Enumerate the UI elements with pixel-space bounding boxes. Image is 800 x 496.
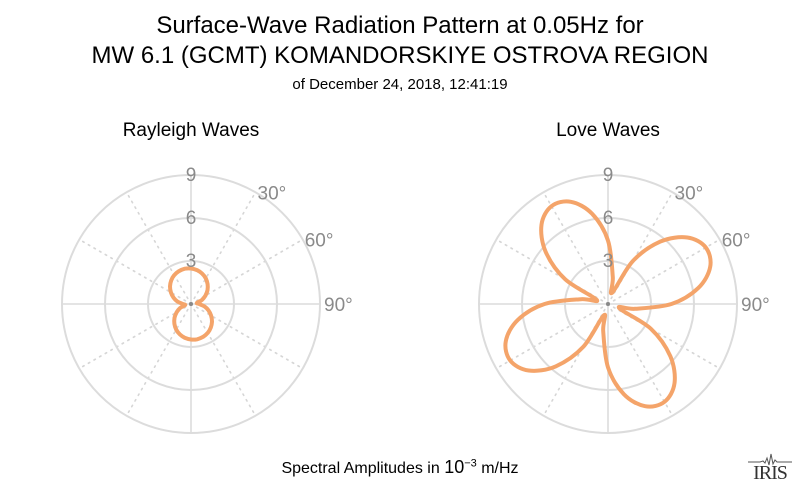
angular-gridline <box>125 191 192 305</box>
radial-tick-label: 9 <box>186 165 197 186</box>
radiation-pattern-line <box>503 199 713 409</box>
radial-gridline <box>147 260 235 348</box>
radiation-pattern-line <box>168 266 214 342</box>
angular-gridline <box>78 303 192 370</box>
angular-tick-label: 60° <box>722 231 751 252</box>
angular-gridline <box>607 238 721 305</box>
radial-gridline <box>61 174 321 434</box>
radial-tick-label: 3 <box>186 251 197 272</box>
origin-point <box>189 302 193 306</box>
radial-gridline <box>478 174 738 434</box>
angular-tick-label: 90° <box>324 295 353 316</box>
angular-gridline <box>190 303 304 370</box>
radial-tick-label: 6 <box>186 208 197 229</box>
footer-units-label: Spectral Amplitudes in 10−3 m/Hz <box>0 457 800 478</box>
angular-gridline <box>190 303 257 417</box>
seismogram-icon <box>748 453 792 466</box>
footer-base: 10 <box>444 457 465 477</box>
footer-exponent: −3 <box>464 457 477 470</box>
radial-gridline <box>564 260 652 348</box>
radial-tick-label: 9 <box>603 165 614 186</box>
footer-prefix: Spectral Amplitudes in <box>281 460 445 477</box>
angular-gridline <box>125 303 192 417</box>
angular-gridline <box>542 191 609 305</box>
radial-gridline <box>521 217 695 391</box>
radial-tick-label: 3 <box>603 251 614 272</box>
chart-title-line2: MW 6.1 (GCMT) KOMANDORSKIYE OSTROVA REGI… <box>91 42 709 69</box>
angular-tick-label: 90° <box>741 295 770 316</box>
radial-tick-label: 6 <box>603 208 614 229</box>
chart-subtitle: of December 24, 2018, 12:41:19 <box>292 76 508 93</box>
iris-logo: IRIS <box>748 452 792 486</box>
radial-gridline <box>104 217 278 391</box>
angular-tick-label: 60° <box>305 231 334 252</box>
angular-tick-label: 30° <box>675 183 704 204</box>
angular-gridline <box>190 191 257 305</box>
origin-point <box>606 302 610 306</box>
angular-gridline <box>190 238 304 305</box>
angular-gridline <box>78 238 192 305</box>
polar-chart-1: 3 6 9 30° 60° 90° <box>478 165 770 434</box>
polar-chart-0: 3 6 9 30° 60° 90° <box>61 165 353 434</box>
angular-gridline <box>607 303 674 417</box>
angular-tick-label: 30° <box>258 183 287 204</box>
angular-gridline <box>495 303 609 370</box>
love-subplot-title: Love Waves <box>556 120 660 141</box>
footer-unit: m/Hz <box>476 460 519 477</box>
logo-text: IRIS <box>753 462 788 484</box>
chart-title-line1: Surface-Wave Radiation Pattern at 0.05Hz… <box>156 12 644 39</box>
rayleigh-subplot-title: Rayleigh Waves <box>122 120 260 141</box>
